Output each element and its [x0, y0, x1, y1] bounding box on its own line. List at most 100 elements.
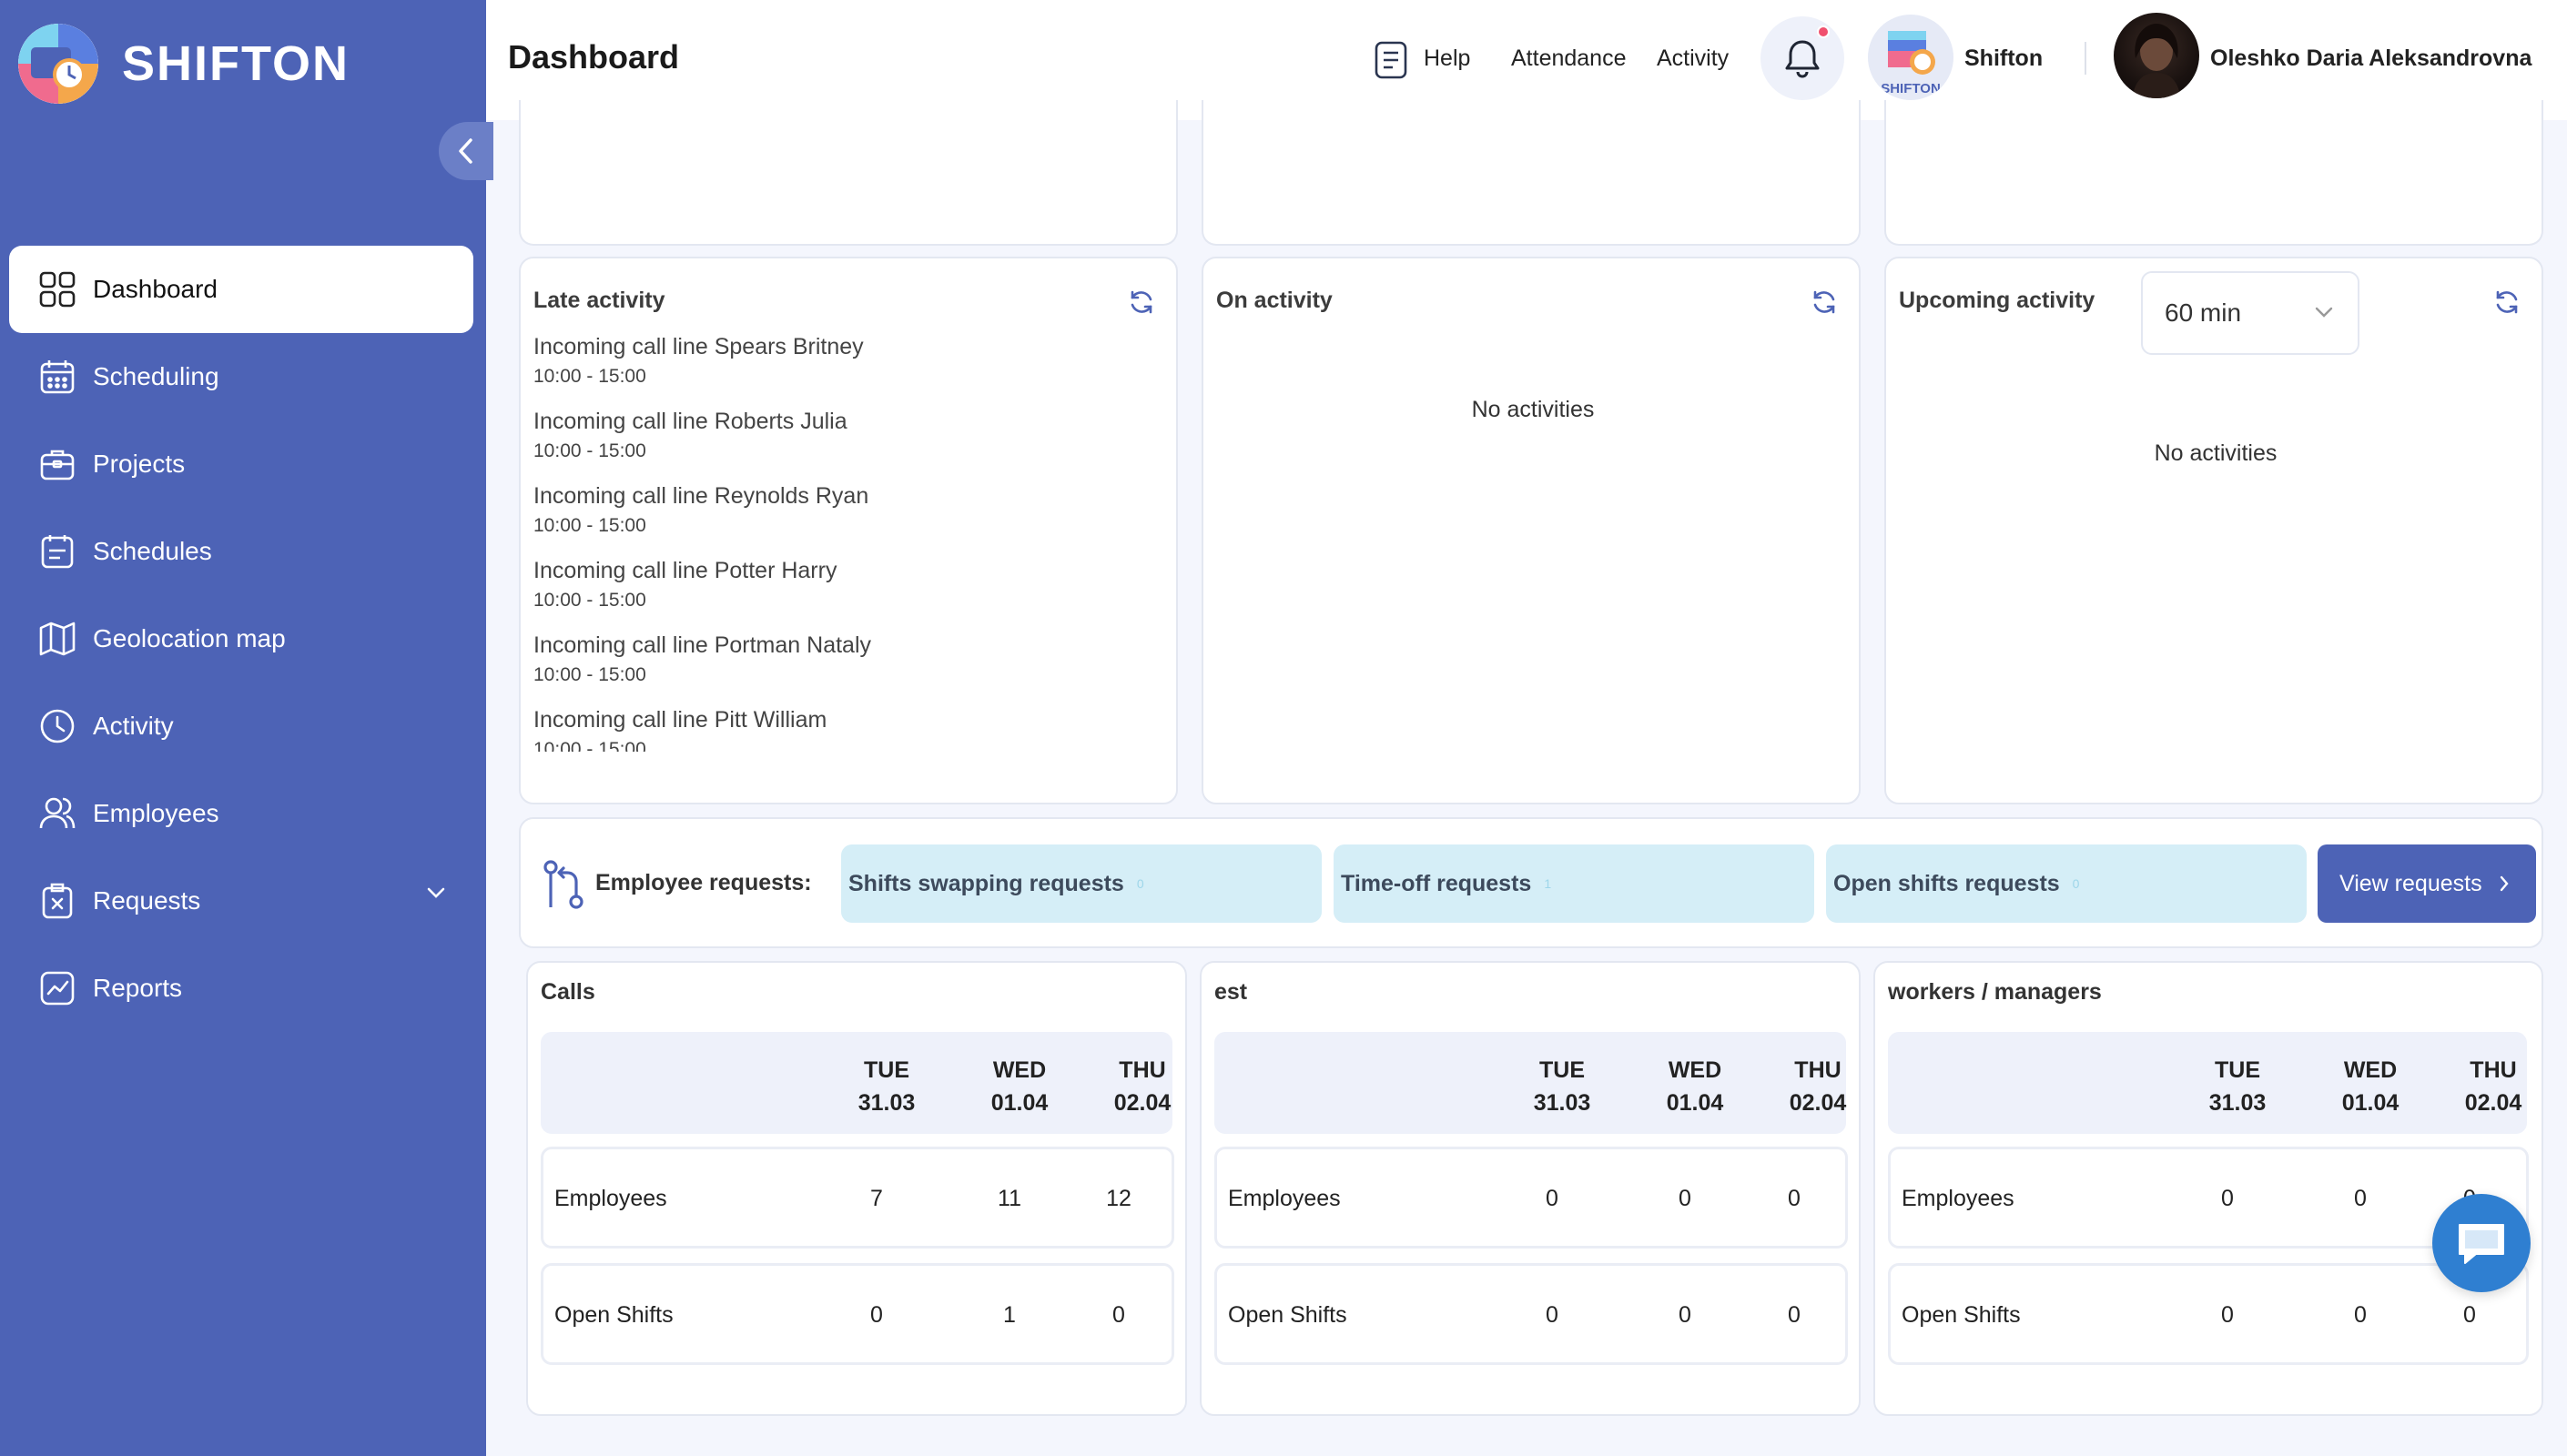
- day-of-week: THU: [1119, 1057, 1166, 1083]
- chat-widget-button[interactable]: [2432, 1194, 2531, 1292]
- sidebar-item-geolocation-map[interactable]: Geolocation map: [9, 595, 473, 682]
- table-row: Employees 0 0 0: [1888, 1147, 2529, 1249]
- company-name[interactable]: Shifton: [1964, 46, 2044, 71]
- row-label: Open Shifts: [1902, 1302, 2021, 1328]
- sidebar-item-requests[interactable]: Requests: [9, 857, 473, 945]
- activity-name: Incoming call line Portman Nataly: [533, 632, 871, 658]
- view-requests-label: View requests: [2339, 870, 2482, 896]
- sidebar-item-projects[interactable]: Projects: [9, 420, 473, 508]
- table-row: Open Shifts 0 0 0: [1888, 1263, 2529, 1365]
- notifications-button[interactable]: [1760, 16, 1844, 100]
- top-card-2: [1202, 100, 1861, 246]
- day-date: 02.04: [2464, 1090, 2522, 1116]
- select-value: 60 min: [2165, 298, 2242, 327]
- late-activity-title: Late activity: [533, 288, 665, 313]
- activity-name: Incoming call line Reynolds Ryan: [533, 483, 869, 509]
- row-label: Open Shifts: [554, 1302, 674, 1328]
- refresh-icon[interactable]: [1127, 288, 1156, 317]
- attendance-link[interactable]: Attendance: [1511, 46, 1627, 71]
- chip-label: Open shifts requests: [1833, 870, 2060, 896]
- day-of-week: TUE: [2215, 1057, 2260, 1083]
- chip-count: 1: [1544, 876, 1552, 891]
- column-header: TUE 31.03: [2183, 1054, 2292, 1119]
- open-shifts-requests-chip[interactable]: Open shifts requests 0: [1826, 844, 2307, 923]
- row-label: Employees: [1902, 1186, 2014, 1211]
- book-icon[interactable]: [1373, 40, 1409, 80]
- help-link[interactable]: Help: [1424, 46, 1471, 71]
- logo[interactable]: SHIFTON: [18, 24, 350, 104]
- day-date: 31.03: [857, 1090, 916, 1116]
- company-avatar[interactable]: SHIFTON: [1868, 15, 1953, 100]
- bell-icon: [1785, 40, 1820, 78]
- sidebar-item-label: Activity: [93, 712, 174, 740]
- chip-label: Shifts swapping requests: [848, 870, 1124, 896]
- column-header: THU 02.04: [1101, 1054, 1183, 1119]
- refresh-icon[interactable]: [1810, 288, 1839, 317]
- cell-value: 7: [870, 1186, 883, 1211]
- day-of-week: WED: [1668, 1057, 1722, 1083]
- sidebar-item-scheduling[interactable]: Scheduling: [9, 333, 473, 420]
- cell-value: 0: [1546, 1186, 1558, 1211]
- cell-value: 0: [1112, 1302, 1125, 1328]
- user-avatar[interactable]: [2114, 13, 2199, 98]
- activity-time: 10:00 - 15:00: [533, 440, 646, 461]
- cell-value: 12: [1106, 1186, 1131, 1211]
- chevron-down-icon[interactable]: [426, 886, 446, 899]
- sidebar-item-reports[interactable]: Reports: [9, 945, 473, 1032]
- column-header: TUE 31.03: [832, 1054, 941, 1119]
- empty-state-text: No activities: [1471, 397, 1595, 422]
- shifts-swapping-requests-chip[interactable]: Shifts swapping requests 0: [841, 844, 1322, 923]
- list-item[interactable]: Incoming call line Portman Nataly 10:00 -…: [533, 632, 1152, 686]
- time-off-requests-chip[interactable]: Time-off requests 1: [1334, 844, 1814, 923]
- list-item[interactable]: Incoming call line Reynolds Ryan 10:00 - …: [533, 482, 1152, 537]
- sidebar-item-dashboard[interactable]: Dashboard: [9, 246, 473, 333]
- grid-icon: [38, 270, 76, 308]
- refresh-icon[interactable]: [2492, 288, 2521, 317]
- top-card-3: [1884, 100, 2543, 246]
- table-header: TUE 31.03 WED 01.04 THU 02.04: [1214, 1032, 1846, 1134]
- upcoming-activity-card: Upcoming activity 60 min No activities: [1884, 257, 2543, 804]
- view-requests-button[interactable]: View requests: [2318, 844, 2536, 923]
- cell-value: 0: [1546, 1302, 1558, 1328]
- request-icon: [38, 882, 76, 920]
- activity-link[interactable]: Activity: [1657, 46, 1730, 71]
- page-title: Dashboard: [508, 38, 680, 76]
- day-date: 01.04: [2341, 1090, 2400, 1116]
- list-item[interactable]: Incoming call line Spears Britney 10:00 -…: [533, 333, 1152, 388]
- user-name[interactable]: Oleshko Daria Aleksandrovna: [2210, 46, 2532, 71]
- sidebar-item-label: Geolocation map: [93, 624, 286, 652]
- cell-value: 1: [1003, 1302, 1016, 1328]
- column-header: TUE 31.03: [1507, 1054, 1617, 1119]
- cell-value: 0: [1788, 1186, 1801, 1211]
- sidebar-nav: Dashboard Scheduling Projects Schedules …: [9, 246, 473, 1032]
- sidebar-item-activity[interactable]: Activity: [9, 682, 473, 770]
- stats-card-calls: Calls TUE 31.03 WED 01.04 THU 02.04 Employe…: [526, 961, 1187, 1416]
- chevron-down-icon: [2315, 307, 2333, 318]
- empty-state-text: No activities: [2154, 440, 2278, 466]
- calendar-icon: [38, 358, 76, 396]
- late-activity-card: Late activity Incoming call line Spears …: [519, 257, 1178, 804]
- cell-value: 0: [2463, 1302, 2476, 1328]
- cell-value: 0: [1679, 1186, 1691, 1211]
- stats-card-title: Calls: [541, 979, 595, 1005]
- day-date: 02.04: [1113, 1090, 1172, 1116]
- collapse-sidebar-button[interactable]: [439, 122, 493, 180]
- activity-time: 10:00 - 15:00: [533, 739, 646, 752]
- time-range-select[interactable]: 60 min: [2141, 271, 2359, 355]
- chip-label: Time-off requests: [1341, 870, 1532, 896]
- sidebar-item-label: Requests: [93, 886, 201, 915]
- list-item[interactable]: Incoming call line Roberts Julia 10:00 - …: [533, 408, 1152, 462]
- map-icon: [38, 620, 76, 658]
- sidebar-item-schedules[interactable]: Schedules: [9, 508, 473, 595]
- activity-time: 10:00 - 15:00: [533, 664, 646, 685]
- list-item[interactable]: Incoming call line Potter Harry 10:00 - 1…: [533, 557, 1152, 612]
- sidebar-item-label: Reports: [93, 974, 183, 1002]
- day-date: 01.04: [990, 1090, 1049, 1116]
- sidebar-item-label: Employees: [93, 799, 219, 827]
- day-of-week: THU: [1794, 1057, 1842, 1083]
- column-header: WED 01.04: [965, 1054, 1074, 1119]
- sidebar-item-employees[interactable]: Employees: [9, 770, 473, 857]
- cell-value: 0: [1679, 1302, 1691, 1328]
- cell-value: 0: [2221, 1186, 2234, 1211]
- list-item[interactable]: Incoming call line Pitt William 10:00 - 1…: [533, 706, 1152, 752]
